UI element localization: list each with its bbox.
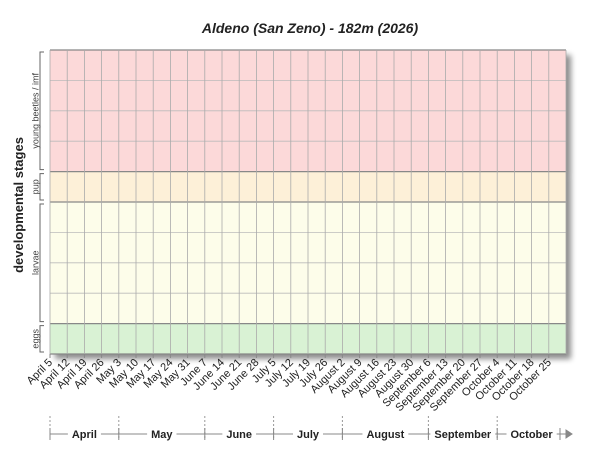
month-label: June — [226, 429, 252, 441]
month-arrow — [560, 429, 573, 439]
month-label-bg — [430, 427, 496, 441]
band-label: pup — [30, 179, 40, 194]
month-label-bg — [506, 427, 557, 441]
band-bracket — [39, 203, 44, 323]
month-label: July — [297, 429, 320, 441]
band-label: larvae — [30, 251, 40, 276]
band-label: young beetles / imf — [30, 73, 40, 149]
band-label: eggs — [30, 329, 40, 349]
chart-title: Aldeno (San Zeno) - 182m (2026) — [201, 20, 419, 36]
month-label: September — [434, 429, 492, 441]
month-label-bg — [147, 427, 177, 441]
month-label-bg — [222, 427, 257, 441]
month-label: April — [72, 429, 97, 441]
band-bracket — [39, 173, 44, 201]
month-label-bg — [292, 427, 324, 441]
month-label-bg — [67, 427, 101, 441]
month-label-bg — [362, 427, 409, 441]
month-label: October — [511, 429, 554, 441]
month-label: August — [366, 429, 404, 441]
band-bracket — [39, 51, 44, 171]
y-axis-title: developmental stages — [11, 137, 26, 273]
band-bracket — [39, 325, 44, 353]
month-label: May — [151, 429, 173, 441]
